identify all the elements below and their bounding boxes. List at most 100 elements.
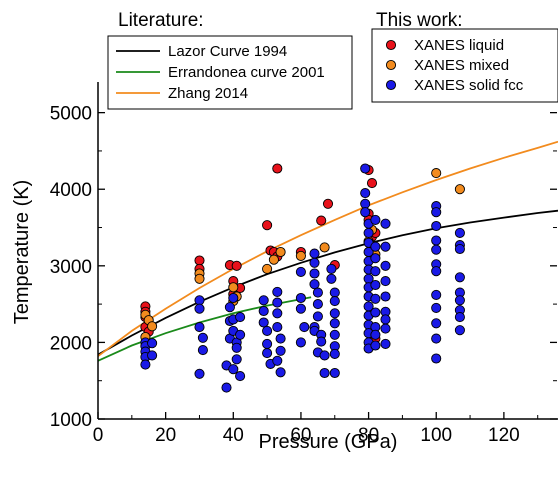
point-2-117 [431, 289, 442, 300]
point-2-108 [380, 218, 391, 229]
point-2-52 [312, 287, 323, 298]
point-2-26 [235, 312, 246, 323]
x-tick-label-5: 100 [420, 425, 452, 446]
point-2-40 [275, 345, 286, 356]
point-2-4 [140, 359, 151, 370]
point-2-73 [360, 188, 371, 199]
point-0-9 [231, 260, 242, 271]
point-1-13 [319, 242, 330, 253]
x-tick-label-2: 40 [223, 425, 244, 446]
point-2-50 [309, 268, 320, 279]
point-2-44 [295, 292, 306, 304]
point-2-101 [380, 260, 391, 271]
point-2-38 [272, 322, 283, 333]
point-2-127 [454, 295, 465, 306]
point-2-6 [147, 350, 158, 361]
point-2-92 [370, 241, 381, 252]
point-2-67 [329, 318, 340, 329]
point-2-11 [197, 345, 208, 356]
point-2-33 [262, 348, 273, 359]
point-2-30 [258, 317, 269, 328]
point-2-97 [370, 307, 381, 318]
x-tick-label-6: 120 [488, 425, 520, 446]
point-2-25 [235, 371, 246, 382]
curve-2 [97, 140, 558, 357]
legend-label-line-1: Errandonea curve 2001 [168, 64, 325, 81]
point-2-13 [221, 382, 232, 393]
point-2-39 [275, 333, 286, 344]
y-tick-label-2: 3000 [50, 257, 92, 278]
legend-label-series-1: XANES mixed [414, 57, 509, 74]
point-2-118 [431, 302, 442, 313]
x-tick-label-0: 0 [93, 425, 104, 446]
point-2-35 [272, 286, 283, 297]
point-2-103 [380, 276, 391, 287]
point-2-54 [312, 311, 323, 322]
literature-legend-items: Lazor Curve 1994 Errandonea curve 2001 Zha… [116, 43, 325, 102]
point-2-72 [360, 163, 371, 174]
legend-marker-1 [385, 59, 397, 71]
point-2-27 [235, 329, 246, 340]
point-2-119 [431, 318, 442, 329]
point-2-65 [329, 296, 340, 307]
point-2-111 [431, 207, 442, 218]
point-2-94 [370, 266, 381, 277]
curves-layer [97, 140, 558, 362]
point-2-116 [431, 266, 442, 277]
legend-label-series-0: XANES liquid [414, 37, 504, 54]
literature-legend: Lazor Curve 1994 Errandonea curve 2001 Zha… [107, 35, 353, 110]
y-ticks: 1000 2000 3000 4000 5000 [50, 104, 557, 431]
point-2-22 [231, 342, 242, 353]
curve-0 [97, 209, 558, 356]
point-2-93 [370, 253, 381, 264]
point-2-41 [272, 355, 283, 366]
point-2-43 [295, 266, 306, 277]
point-2-66 [329, 308, 340, 319]
y-tick-label-0: 1000 [50, 410, 92, 431]
x-tick-label-4: 80 [358, 425, 379, 446]
this-work-heading: This work: [376, 10, 463, 31]
point-2-120 [431, 333, 442, 344]
point-2-68 [329, 329, 340, 340]
point-2-129 [454, 312, 465, 323]
this-work-legend-box [371, 28, 558, 103]
point-2-60 [319, 350, 330, 361]
point-2-64 [329, 287, 340, 298]
point-0-17 [272, 163, 283, 174]
point-0-23 [366, 178, 378, 189]
x-axis-title: Pressure (GPa) [259, 431, 398, 453]
y-axis-title: Temperature (K) [11, 180, 33, 325]
x-ticks: 0 20 40 60 80 100 120 [93, 412, 539, 446]
point-1-11 [275, 246, 286, 258]
this-work-legend: XANES liquid XANES mixed XANES solid fcc [371, 28, 558, 103]
point-2-24 [228, 364, 239, 375]
point-2-51 [309, 279, 320, 290]
axes [97, 82, 558, 420]
point-2-121 [431, 353, 442, 364]
point-2-46 [299, 322, 310, 333]
point-0-13 [262, 220, 273, 231]
point-2-45 [295, 303, 306, 314]
point-2-37 [272, 308, 283, 319]
point-1-10 [268, 254, 279, 265]
point-2-23 [231, 354, 242, 365]
point-2-5 [147, 338, 158, 349]
point-2-9 [194, 322, 205, 333]
x-tick-label-3: 60 [290, 425, 311, 446]
point-2-104 [380, 291, 391, 302]
point-2-106 [380, 314, 391, 325]
point-2-32 [262, 338, 273, 349]
point-1-5 [194, 273, 205, 284]
point-2-18 [228, 292, 239, 304]
point-2-77 [363, 227, 374, 238]
y-tick-label-4: 5000 [50, 104, 92, 125]
point-2-125 [454, 272, 465, 283]
legend-label-series-2: XANES solid fcc [414, 77, 524, 94]
point-2-10 [197, 332, 208, 343]
point-2-124 [454, 243, 465, 255]
point-2-12 [194, 368, 205, 379]
points-layer [140, 163, 465, 393]
legend-marker-0 [385, 39, 397, 51]
point-2-74 [360, 198, 371, 209]
